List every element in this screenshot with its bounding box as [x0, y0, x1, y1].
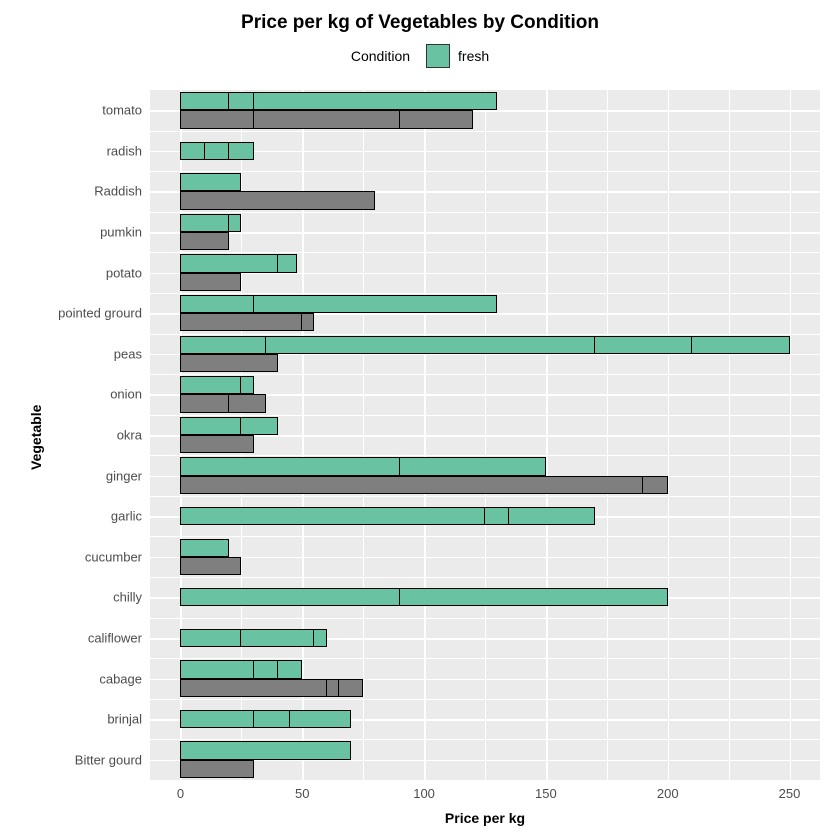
grid-minor-h [150, 658, 820, 659]
bar-na [180, 313, 302, 331]
bar-na [180, 557, 241, 575]
grid-major-h [150, 273, 820, 275]
legend-swatch [426, 44, 450, 68]
y-tick-label: ginger [106, 468, 142, 483]
y-tick-label: Raddish [94, 184, 142, 199]
y-axis-label: Vegetable [28, 405, 44, 470]
bar-na [180, 760, 253, 778]
bar-na [180, 394, 229, 412]
grid-minor-h [150, 536, 820, 537]
grid-major-h [150, 232, 820, 234]
y-tick-label: brinjal [107, 712, 142, 727]
x-tick-label: 0 [177, 786, 184, 801]
x-tick-label: 150 [535, 786, 557, 801]
bar-fresh [180, 214, 229, 232]
y-tick-label: califlower [88, 630, 142, 645]
chart-container: Price per kg of Vegetables by Condition … [0, 0, 840, 840]
bar-fresh [180, 142, 204, 160]
bar-fresh [180, 507, 485, 525]
bar-fresh [180, 457, 399, 475]
bar-fresh [180, 660, 253, 678]
grid-minor-h [150, 374, 820, 375]
x-tick-label: 100 [413, 786, 435, 801]
bar-na [180, 191, 375, 209]
y-tick-label: cucumber [85, 549, 142, 564]
grid-minor-h [150, 131, 820, 132]
grid-minor-h [150, 212, 820, 213]
bar-fresh [180, 254, 277, 272]
bar-fresh [180, 741, 351, 759]
chart-title: Price per kg of Vegetables by Condition [0, 0, 840, 34]
bar-na [180, 232, 229, 250]
grid-minor-h [150, 496, 820, 497]
y-tick-label: cabage [99, 671, 142, 686]
bar-na [180, 273, 241, 291]
bar-na [180, 435, 253, 453]
bar-fresh [180, 295, 253, 313]
grid-minor-h [150, 171, 820, 172]
bar-fresh [180, 588, 399, 606]
y-tick-label: radish [107, 143, 142, 158]
y-tick-label: onion [110, 387, 142, 402]
y-tick-label: Bitter gourd [75, 752, 142, 767]
bar-fresh [180, 629, 241, 647]
legend-title: Condition [351, 48, 410, 64]
grid-minor-h [150, 618, 820, 619]
grid-minor-h [150, 577, 820, 578]
y-tick-label: pumkin [100, 225, 142, 240]
bar-fresh [180, 336, 265, 354]
bar-na [180, 354, 277, 372]
bar-fresh [180, 173, 241, 191]
bar-na [180, 679, 326, 697]
bar-fresh [180, 710, 253, 728]
grid-minor-h [150, 739, 820, 740]
legend-item-label: fresh [458, 48, 489, 64]
bar-fresh [180, 417, 241, 435]
bar-fresh [180, 539, 229, 557]
grid-minor-h [150, 334, 820, 335]
bar-na [180, 110, 253, 128]
grid-minor-h [150, 293, 820, 294]
y-tick-label: okra [117, 428, 142, 443]
plot-area: 050100150200250tomatoradishRaddishpumkin… [150, 90, 820, 780]
grid-minor-h [150, 415, 820, 416]
grid-minor-h [150, 455, 820, 456]
grid-major-h [150, 557, 820, 559]
x-tick-label: 250 [779, 786, 801, 801]
x-axis-label: Price per kg [150, 810, 820, 826]
bar-fresh [180, 92, 229, 110]
x-tick-label: 50 [295, 786, 309, 801]
y-tick-label: peas [114, 346, 142, 361]
y-tick-label: chilly [113, 590, 142, 605]
legend: Condition fresh [0, 44, 840, 68]
y-tick-label: pointed grourd [58, 306, 142, 321]
bar-fresh [180, 376, 241, 394]
y-tick-label: potato [106, 265, 142, 280]
x-tick-label: 200 [657, 786, 679, 801]
grid-minor-h [150, 252, 820, 253]
y-tick-label: tomato [102, 103, 142, 118]
grid-minor-h [150, 699, 820, 700]
y-tick-label: garlic [111, 509, 142, 524]
bar-na [180, 476, 643, 494]
